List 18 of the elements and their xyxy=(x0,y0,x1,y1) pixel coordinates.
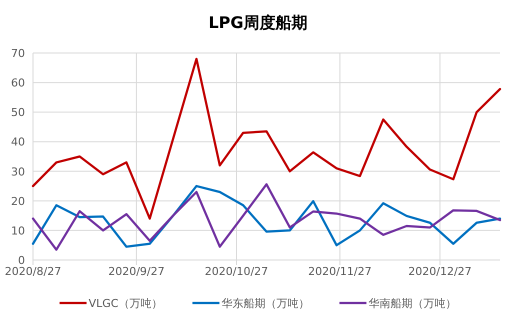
y-tick-label: 70 xyxy=(11,47,25,60)
x-tick-label: 2020/12/27 xyxy=(408,265,472,278)
legend-label: 华南船期（万吨） xyxy=(368,297,456,310)
y-tick-label: 40 xyxy=(11,136,25,149)
line-series xyxy=(32,58,502,220)
chart-title: LPG周度船期 xyxy=(208,13,308,32)
legend-label: VLGC（万吨） xyxy=(88,297,162,310)
x-tick-label: 2020/8/27 xyxy=(4,265,62,278)
y-tick-label: 10 xyxy=(11,224,25,238)
x-tick-label: 2020/9/27 xyxy=(108,265,165,278)
y-tick-label: 0 xyxy=(18,254,25,267)
x-tick-label: 2020/10/27 xyxy=(204,265,268,278)
legend-label: 华东船期（万吨） xyxy=(221,297,310,310)
y-tick-label: 50 xyxy=(11,106,25,120)
y-tick-label: 20 xyxy=(11,194,25,208)
x-tick-label: 2020/11/27 xyxy=(308,265,372,278)
y-tick-label: 30 xyxy=(11,165,25,178)
y-tick-label: 60 xyxy=(11,76,25,90)
